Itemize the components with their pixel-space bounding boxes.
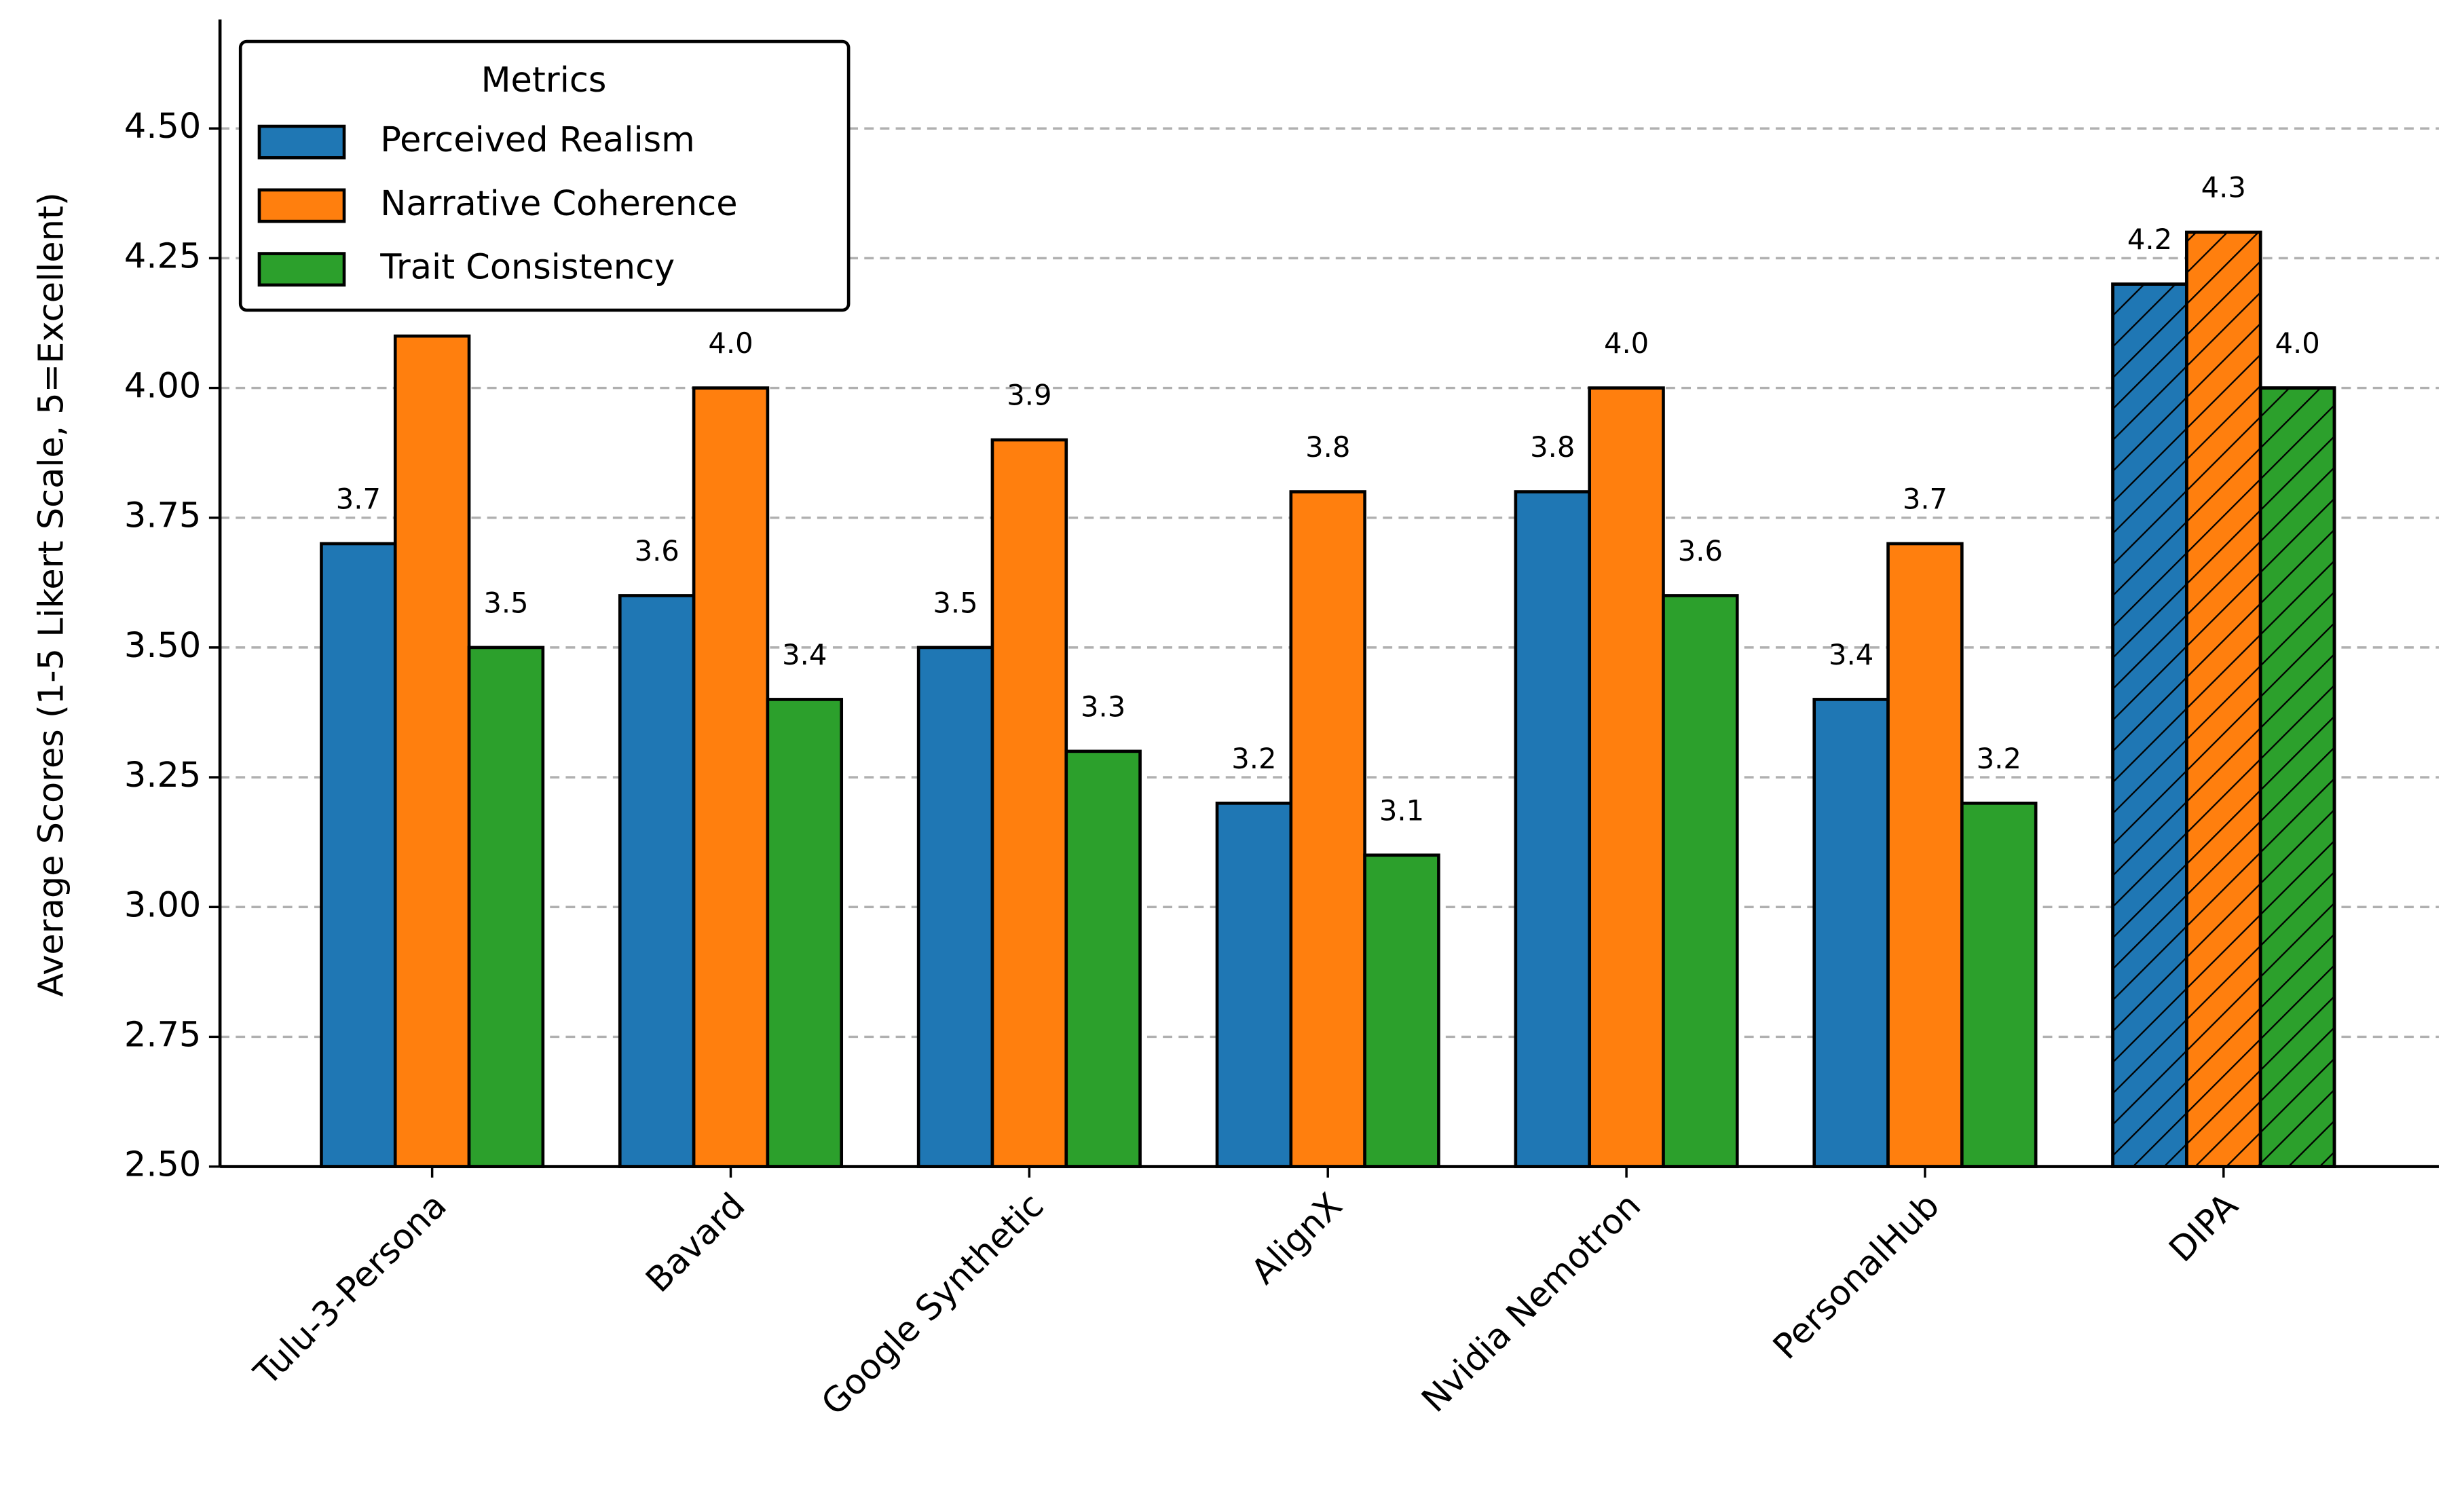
bar	[1215, 802, 1293, 1168]
bar	[618, 594, 696, 1168]
bar	[1960, 802, 2038, 1168]
value-label: 3.4	[782, 638, 827, 671]
value-label: 3.1	[1379, 793, 1424, 827]
value-label: 4.0	[1604, 326, 1649, 360]
legend-label: Perceived Realism	[380, 120, 695, 160]
bar	[467, 646, 545, 1168]
bar	[1662, 594, 1739, 1168]
legend-label: Narrative Coherence	[380, 184, 737, 224]
value-label: 3.2	[1231, 742, 1276, 775]
legend-label: Trait Consistency	[379, 248, 675, 288]
legend: Metrics Perceived Realism Narrative Coher…	[238, 39, 851, 312]
value-label: 3.6	[635, 534, 679, 567]
legend-swatch	[257, 124, 346, 160]
y-tick-label: 3.50	[124, 626, 201, 666]
bar	[1812, 698, 1890, 1168]
bar-hatch	[2185, 230, 2262, 1168]
legend-box	[238, 39, 851, 312]
value-label: 3.5	[483, 586, 528, 619]
value-label: 3.9	[1007, 379, 1051, 412]
value-label: 3.4	[1829, 638, 1873, 671]
y-tick-label: 4.50	[124, 107, 201, 147]
bar	[320, 542, 397, 1168]
value-label: 3.7	[336, 482, 381, 515]
x-tick-label: Nvidia Nemotron	[1415, 1186, 1649, 1421]
legend-title: Metrics	[481, 60, 607, 100]
x-tick-label: PersonalHub	[1766, 1186, 1947, 1368]
bar	[916, 646, 994, 1168]
bar	[1363, 853, 1440, 1168]
value-label: 3.7	[1903, 482, 1947, 515]
bar	[1064, 749, 1142, 1168]
value-label: 4.0	[708, 326, 753, 360]
value-label: 3.5	[933, 586, 977, 619]
y-axis-label: Average Scores (1-5 Likert Scale, 5=Exce…	[32, 192, 72, 996]
value-label: 3.2	[1977, 742, 2021, 775]
bar	[1514, 490, 1591, 1168]
x-tick-label: Bavard	[639, 1186, 753, 1301]
bar	[692, 386, 770, 1168]
legend-swatch	[257, 252, 346, 287]
x-tick-label: DIPA	[2162, 1186, 2246, 1270]
bar	[393, 334, 471, 1168]
bar-hatch	[2258, 386, 2336, 1168]
y-tick-label: 2.50	[124, 1145, 201, 1185]
bar	[1886, 542, 1964, 1168]
value-label: 3.8	[1305, 430, 1350, 464]
bar	[990, 438, 1068, 1168]
bar	[1588, 386, 1665, 1168]
bar	[766, 698, 844, 1168]
y-tick-label: 3.00	[124, 885, 201, 925]
value-label: 3.3	[1081, 690, 1125, 723]
y-tick-label: 3.75	[124, 496, 201, 536]
x-tick-label: Tulu-3-Persona	[246, 1186, 455, 1394]
bar	[1289, 490, 1366, 1168]
value-label: 4.0	[2275, 326, 2319, 360]
x-tick-label: AlignX	[1244, 1186, 1350, 1292]
y-tick-label: 2.75	[124, 1015, 201, 1055]
value-label: 3.6	[1678, 534, 1723, 567]
x-tick-label: Google Synthetic	[814, 1186, 1051, 1423]
value-label: 4.3	[2201, 171, 2246, 204]
bar-hatch	[2111, 282, 2188, 1168]
y-tick-label: 3.25	[124, 755, 201, 796]
value-label: 4.2	[2127, 223, 2172, 256]
legend-swatch	[257, 188, 346, 223]
value-label: 3.8	[1530, 430, 1575, 464]
y-tick-label: 4.25	[124, 236, 201, 276]
y-tick-label: 4.00	[124, 367, 201, 407]
